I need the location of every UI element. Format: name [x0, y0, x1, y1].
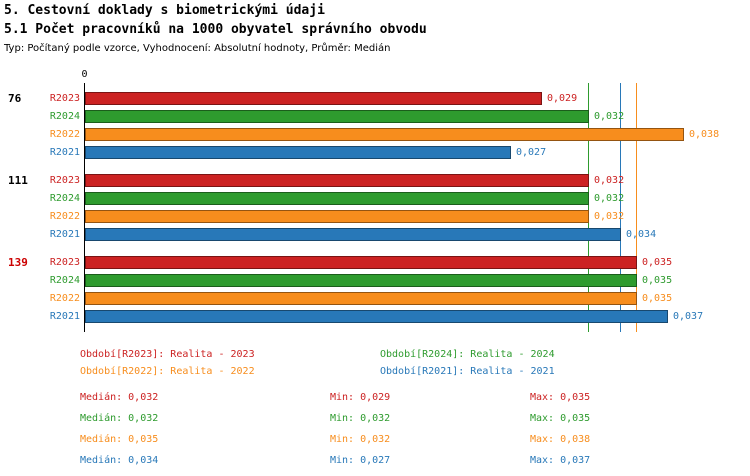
stat-median-R2022: Medián: 0,035 — [80, 434, 159, 445]
bar-value-label: 0,035 — [642, 293, 673, 304]
bar-value-label: 0,035 — [642, 257, 673, 268]
bar-series-label: R2021 — [49, 229, 80, 240]
bar-series-label: R2023 — [49, 93, 80, 104]
legend-item-R2022: Období[R2022]: Realita - 2022 — [80, 366, 255, 377]
stat-max-R2021: Max: 0,037 — [530, 455, 591, 466]
legend-item-R2023: Období[R2023]: Realita - 2023 — [80, 349, 255, 360]
bar-series-label: R2021 — [49, 147, 80, 158]
stat-min-R2022: Min: 0,032 — [330, 434, 391, 445]
legend-item-R2021: Období[R2021]: Realita - 2021 — [380, 366, 555, 377]
bar-R2023 — [85, 92, 542, 105]
group-label: 76 — [8, 92, 22, 105]
median-line-R2023 — [588, 83, 589, 332]
median-line-R2022 — [636, 83, 637, 332]
bar-series-label: R2024 — [49, 275, 80, 286]
bar-R2023 — [85, 256, 637, 269]
bar-series-label: R2024 — [49, 111, 80, 122]
bar-R2023 — [85, 174, 589, 187]
chart-subtitle: 5.1 Počet pracovníků na 1000 obyvatel sp… — [4, 22, 427, 37]
stat-max-R2024: Max: 0,035 — [530, 413, 591, 424]
bar-R2022 — [85, 128, 684, 141]
stat-max-R2022: Max: 0,038 — [530, 434, 591, 445]
bar-R2021 — [85, 146, 511, 159]
bar-R2024 — [85, 192, 589, 205]
stat-median-R2024: Medián: 0,032 — [80, 413, 159, 424]
bar-series-label: R2023 — [49, 257, 80, 268]
bar-value-label: 0,032 — [594, 193, 625, 204]
bar-value-label: 0,032 — [594, 211, 625, 222]
bar-series-label: R2021 — [49, 311, 80, 322]
chart-note: Typ: Počítaný podle vzorce, Vyhodnocení:… — [4, 43, 391, 54]
bar-value-label: 0,027 — [516, 147, 547, 158]
bar-value-label: 0,032 — [594, 111, 625, 122]
bar-R2024 — [85, 110, 589, 123]
x-axis-zero-label: 0 — [81, 69, 88, 80]
stat-min-R2024: Min: 0,032 — [330, 413, 391, 424]
bar-R2022 — [85, 210, 589, 223]
bar-value-label: 0,038 — [689, 129, 720, 140]
bar-series-label: R2022 — [49, 129, 80, 140]
bar-R2022 — [85, 292, 637, 305]
stat-min-R2023: Min: 0,029 — [330, 392, 391, 403]
bar-value-label: 0,035 — [642, 275, 673, 286]
stat-max-R2023: Max: 0,035 — [530, 392, 591, 403]
bar-series-label: R2023 — [49, 175, 80, 186]
bar-R2021 — [85, 228, 621, 241]
group-label: 111 — [8, 174, 28, 187]
stat-median-R2023: Medián: 0,032 — [80, 392, 159, 403]
y-axis-line — [84, 83, 85, 332]
median-line-R2024 — [588, 83, 589, 332]
bar-R2021 — [85, 310, 668, 323]
legend-item-R2024: Období[R2024]: Realita - 2024 — [380, 349, 555, 360]
median-line-R2021 — [620, 83, 621, 332]
bar-series-label: R2022 — [49, 293, 80, 304]
group-label: 139 — [8, 256, 28, 269]
bar-value-label: 0,029 — [547, 93, 578, 104]
bar-value-label: 0,034 — [626, 229, 657, 240]
bar-value-label: 0,032 — [594, 175, 625, 186]
bar-R2024 — [85, 274, 637, 287]
stat-min-R2021: Min: 0,027 — [330, 455, 391, 466]
stat-median-R2021: Medián: 0,034 — [80, 455, 159, 466]
bar-value-label: 0,037 — [673, 311, 704, 322]
bar-series-label: R2024 — [49, 193, 80, 204]
bar-series-label: R2022 — [49, 211, 80, 222]
chart-title: 5. Cestovní doklady s biometrickými údaj… — [4, 3, 325, 18]
